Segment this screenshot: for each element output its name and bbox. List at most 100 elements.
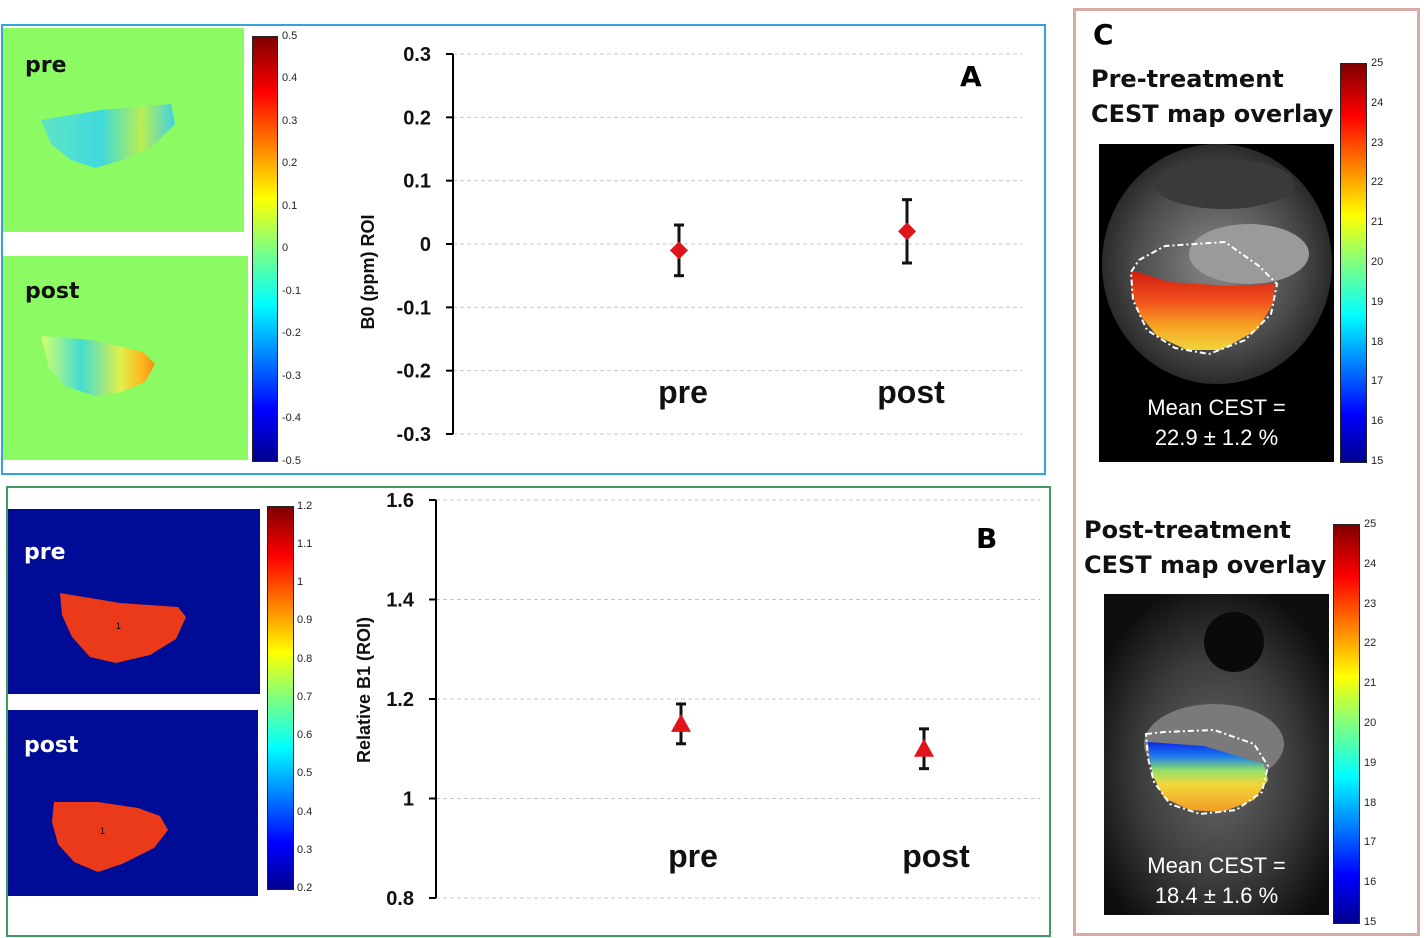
pre-cest-mean-value: 22.9 ± 1.2 % [1154, 425, 1279, 450]
post-cest-overlay [1104, 594, 1329, 915]
post-cest-colorbar-tick: 20 [1364, 717, 1377, 729]
b1-map-pre-label: pre [24, 540, 66, 565]
b1-colorbar-tick: 0.2 [297, 882, 313, 894]
b0-point-pre [670, 241, 688, 260]
b1-chart: 1.6 1.4 1.2 1 0.8 pre post Relative B1 (ROI) [354, 490, 1040, 910]
b0-map-pre-roi [41, 104, 175, 168]
post-cest-colorbar-tick: 16 [1364, 876, 1377, 888]
post-cest-mean-value: 18.4 ± 1.6 % [1154, 883, 1279, 908]
b0-colorbar-tick: 0.1 [282, 200, 298, 212]
b1-y-tick-label: 1.4 [386, 590, 415, 612]
b1-map-pre: 1 [8, 509, 260, 694]
b0-colorbar-tick: 0.3 [282, 115, 298, 127]
b1-colorbar-tick: 0.4 [297, 806, 313, 818]
post-cest-colorbar [1333, 524, 1360, 924]
post-cest-mean-label: Mean CEST = [1147, 853, 1286, 878]
b1-point-post [914, 738, 934, 757]
b0-colorbar-tick: 0.4 [282, 72, 298, 84]
b0-map-post-label: post [25, 279, 80, 304]
panel-c-letter: C [1093, 18, 1114, 51]
b1-map-post-label: post [24, 733, 79, 758]
b1-colorbar-tick: 1 [297, 576, 304, 588]
b0-chart-grid [453, 53, 1022, 435]
b0-colorbar-tick: -0.5 [282, 455, 301, 467]
post-cest-colorbar-tick: 21 [1364, 677, 1377, 689]
post-cest-image [1104, 594, 1329, 915]
b1-colorbar-tick: 1.2 [297, 500, 313, 512]
b0-y-tick-label: -0.2 [397, 361, 431, 383]
post-cest-colorbar-tick: 22 [1364, 637, 1377, 649]
b1-y-tick-label: 1 [403, 789, 414, 811]
b0-point-post [898, 222, 916, 241]
post-cest-colorbar-tick: 17 [1364, 836, 1377, 848]
post-cest-colorbar-tick: 18 [1364, 797, 1377, 809]
b1-colorbar [267, 506, 294, 890]
b1-colorbar-tick: 0.3 [297, 844, 313, 856]
pre-cest-colorbar-tick: 20 [1371, 256, 1384, 268]
post-cest-colorbar-tick: 15 [1364, 916, 1377, 928]
b1-colorbar-tick: 0.9 [297, 614, 313, 626]
pre-cest-colorbar-tick: 25 [1371, 57, 1384, 69]
b0-y-tick-label: 0 [420, 234, 431, 256]
pre-cest-colorbar-tick: 19 [1371, 296, 1384, 308]
pre-cest-colorbar-tick: 18 [1371, 336, 1384, 348]
pre-cest-colorbar-tick: 24 [1371, 97, 1384, 109]
post-cest-colorbar-tick: 25 [1364, 518, 1377, 530]
b1-category-label: post [902, 838, 970, 874]
b1-map-post-roi: 1 [52, 802, 168, 872]
b0-category-label: post [877, 374, 945, 410]
b0-y-tick-label: 0.1 [403, 171, 431, 193]
pre-cest-colorbar-tick: 15 [1371, 455, 1384, 467]
post-cest-colorbar-tick: 19 [1364, 757, 1377, 769]
post-cest-title-line2: CEST map overlay [1084, 551, 1327, 579]
b0-y-tick-label: 0.2 [403, 107, 431, 129]
post-cest-colorbar-tick: 23 [1364, 598, 1377, 610]
b0-y-tick-label: -0.1 [397, 297, 431, 319]
b0-y-tick-label: -0.3 [397, 424, 431, 446]
pre-cest-colorbar-tick: 23 [1371, 137, 1384, 149]
b0-chart: 0.3 0.2 0.1 0 -0.1 -0.2 -0.3 pre post B0 (ppm) … [358, 44, 1022, 446]
b1-colorbar-tick: 0.7 [297, 691, 313, 703]
panel-a-letter: A [960, 60, 982, 93]
b0-chart-marks: pre post [658, 198, 945, 410]
b0-map-pre-label: pre [25, 53, 67, 78]
pre-cest-title-line1: Pre-treatment [1091, 65, 1284, 93]
b1-chart-marks: pre post [668, 702, 970, 874]
b0-colorbar-tick: 0 [282, 242, 289, 254]
b0-colorbar-tick: -0.4 [282, 412, 301, 424]
b0-colorbar-tick: -0.1 [282, 285, 301, 297]
b1-y-tick-label: 0.8 [386, 888, 414, 910]
b1-map-post: 1 [8, 710, 258, 896]
b0-category-label: pre [658, 374, 708, 410]
pre-cest-title-line2: CEST map overlay [1091, 100, 1334, 128]
b0-colorbar-tick: 0.2 [282, 157, 298, 169]
pre-cest-image [1099, 144, 1334, 462]
b1-colorbar-tick: 1.1 [297, 538, 313, 550]
b1-colorbar-tick: 0.5 [297, 767, 313, 779]
b1-chart-axis: 1.6 1.4 1.2 1 0.8 [386, 490, 437, 910]
b1-y-tick-label: 1.6 [386, 490, 414, 512]
pre-cest-colorbar-tick: 17 [1371, 375, 1384, 387]
b1-chart-grid [436, 499, 1040, 899]
b1-point-pre [671, 713, 691, 732]
b1-category-label: pre [668, 838, 718, 874]
b0-colorbar-tick: 0.5 [282, 30, 298, 42]
b0-map-post-roi [41, 336, 155, 396]
pre-cest-mean-label: Mean CEST = [1147, 395, 1286, 420]
b0-chart-axis: 0.3 0.2 0.1 0 -0.1 -0.2 -0.3 [397, 44, 454, 446]
post-cest-title-line1: Post-treatment [1084, 516, 1291, 544]
panel-b-letter: B [976, 522, 998, 555]
b1-colorbar-tick: 0.8 [297, 653, 313, 665]
b0-chart-ylabel: B0 (ppm) ROI [358, 215, 378, 330]
panel-b [6, 486, 1051, 937]
b1-chart-ylabel: Relative B1 (ROI) [354, 617, 374, 763]
b0-colorbar-tick: -0.2 [282, 327, 301, 339]
svg-text:1: 1 [116, 621, 121, 631]
panel-a [1, 24, 1046, 475]
pre-cest-overlay [1102, 144, 1332, 384]
b0-map-post [3, 256, 248, 460]
b1-colorbar-tick: 0.6 [297, 729, 313, 741]
b0-map-pre [3, 28, 244, 232]
pre-cest-colorbar-tick: 21 [1371, 216, 1384, 228]
b1-y-tick-label: 1.2 [386, 689, 414, 711]
